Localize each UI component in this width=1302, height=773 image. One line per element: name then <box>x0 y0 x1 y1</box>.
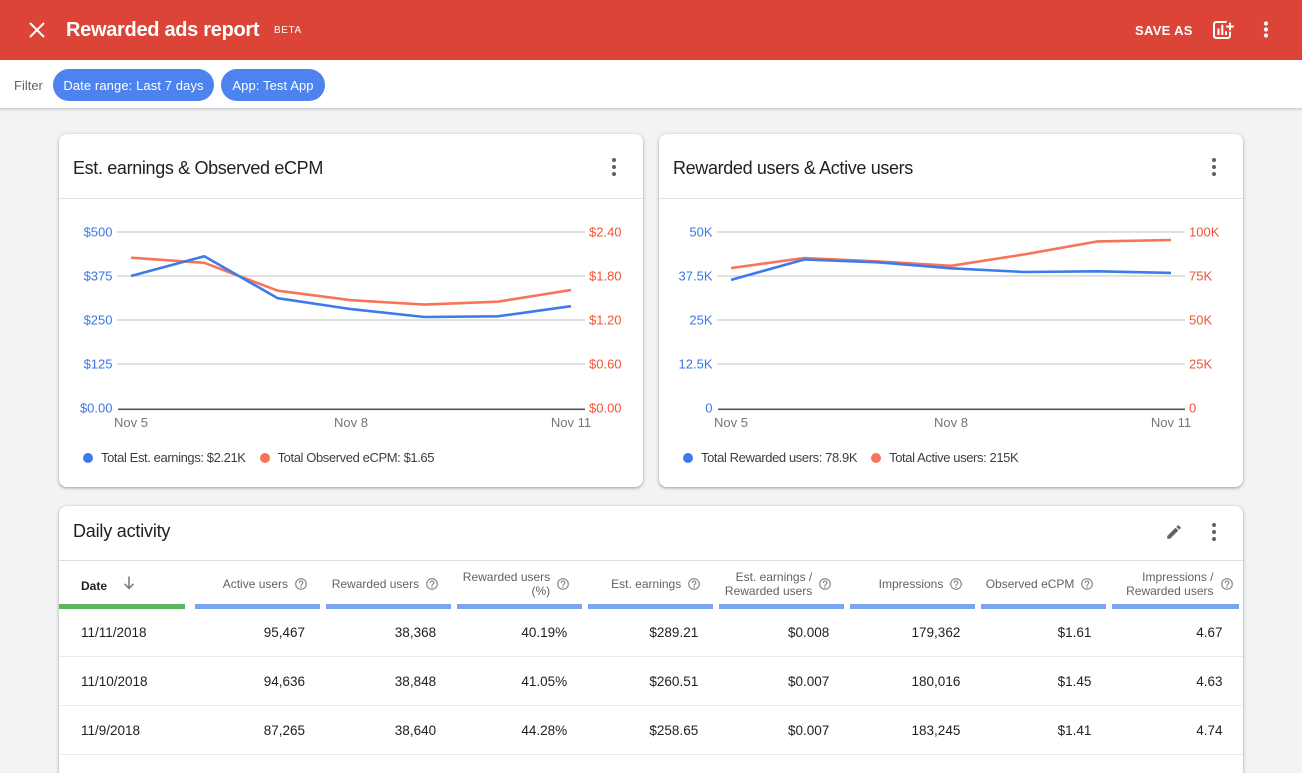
svg-text:$375: $375 <box>84 269 113 284</box>
svg-text:$2.40: $2.40 <box>589 225 622 240</box>
svg-text:$1.20: $1.20 <box>589 313 622 328</box>
svg-text:$125: $125 <box>84 357 113 372</box>
svg-text:$0.00: $0.00 <box>80 401 113 416</box>
svg-text:$500: $500 <box>84 225 113 240</box>
svg-text:Nov 5: Nov 5 <box>714 415 748 430</box>
svg-text:$250: $250 <box>84 313 113 328</box>
svg-text:0: 0 <box>1189 401 1196 416</box>
svg-text:25K: 25K <box>1189 357 1212 372</box>
svg-text:50K: 50K <box>1189 313 1212 328</box>
svg-text:25K: 25K <box>689 313 712 328</box>
svg-text:100K: 100K <box>1189 225 1220 240</box>
svg-text:$0.60: $0.60 <box>589 357 622 372</box>
svg-text:Nov 11: Nov 11 <box>551 415 591 430</box>
svg-text:0: 0 <box>705 401 712 416</box>
svg-text:$1.80: $1.80 <box>589 269 622 284</box>
svg-text:12.5K: 12.5K <box>679 357 713 372</box>
svg-text:Nov 8: Nov 8 <box>334 415 368 430</box>
svg-text:Nov 11: Nov 11 <box>1151 415 1191 430</box>
svg-text:Nov 5: Nov 5 <box>114 415 148 430</box>
svg-text:Nov 8: Nov 8 <box>934 415 968 430</box>
svg-text:75K: 75K <box>1189 269 1212 284</box>
svg-text:37.5K: 37.5K <box>679 269 713 284</box>
svg-text:$0.00: $0.00 <box>589 401 622 416</box>
svg-text:50K: 50K <box>689 225 712 240</box>
